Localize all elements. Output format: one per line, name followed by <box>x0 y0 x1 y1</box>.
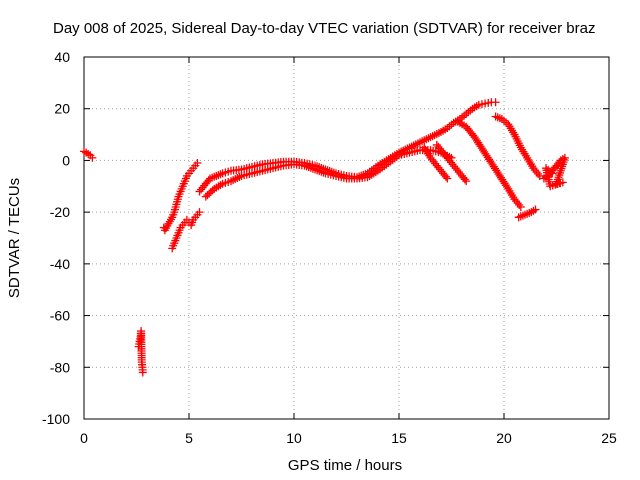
data-point <box>195 208 204 217</box>
data-point <box>534 170 543 179</box>
grid-lines <box>84 57 609 419</box>
data-point <box>535 171 544 180</box>
data-point <box>138 368 147 377</box>
y-tick-label: -40 <box>50 256 70 272</box>
data-points <box>80 98 569 377</box>
data-point <box>462 177 471 186</box>
y-tick-label: 0 <box>62 152 70 168</box>
chart-title: Day 008 of 2025, Sidereal Day-to-day VTE… <box>53 20 595 37</box>
plot-frame <box>83 56 610 420</box>
y-axis-label: SDTVAR / TECUs <box>6 178 23 298</box>
data-point <box>441 172 450 181</box>
y-tick-label: -20 <box>50 204 70 220</box>
x-tick-label: 10 <box>286 430 302 446</box>
x-axis-label: GPS time / hours <box>288 457 402 474</box>
data-point <box>443 174 452 183</box>
y-tick-label: 40 <box>54 49 70 65</box>
x-tick-label: 20 <box>496 430 512 446</box>
data-point <box>491 98 500 107</box>
y-tick-label: -100 <box>42 411 70 427</box>
x-tick-label: 0 <box>80 430 88 446</box>
y-tick-label: 20 <box>54 101 70 117</box>
data-point <box>460 175 469 184</box>
axis-ticks: 0 5 10 15 20 25 -100 -80 -60 -40 -20 0 20 40 <box>42 49 617 446</box>
data-point <box>548 169 557 178</box>
data-point <box>515 201 524 210</box>
data-point <box>531 205 540 214</box>
data-point <box>88 153 97 162</box>
x-tick-label: 25 <box>601 430 617 446</box>
x-tick-label: 5 <box>185 430 193 446</box>
data-point <box>516 202 525 211</box>
x-tick-label: 15 <box>391 430 407 446</box>
y-tick-label: -80 <box>50 359 70 375</box>
y-tick-label: -60 <box>50 308 70 324</box>
data-point <box>193 159 202 168</box>
